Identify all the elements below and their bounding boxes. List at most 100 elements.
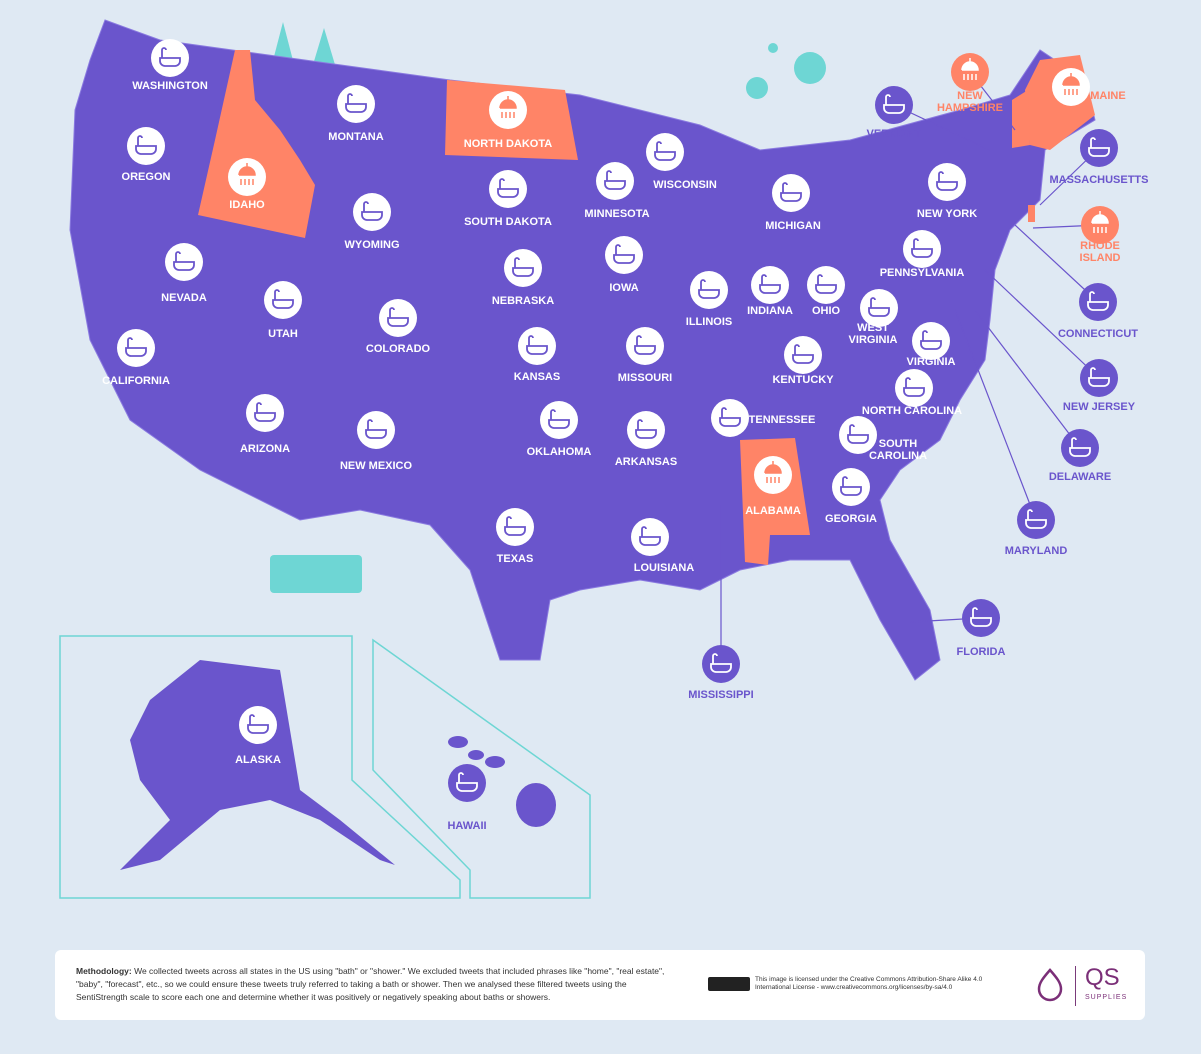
state-label: WYOMING — [345, 239, 400, 251]
methodology-text: We collected tweets across all states in… — [76, 966, 665, 1002]
state-label: VERMONT — [867, 128, 922, 140]
state-label: NEBRASKA — [492, 295, 554, 307]
bath-icon — [654, 141, 676, 161]
state-label: NEW HAMPSHIRE — [937, 90, 1003, 114]
state-label: CONNECTICUT — [1058, 328, 1138, 340]
state-label: KENTUCKY — [772, 374, 834, 386]
state-label: MINNESOTA — [584, 208, 649, 220]
bath-icon — [792, 344, 814, 364]
shower-icon — [764, 461, 782, 474]
state-label: OHIO — [812, 305, 841, 317]
bath-icon — [1025, 509, 1047, 529]
icon-circle — [754, 456, 792, 494]
state-label: NEVADA — [161, 292, 207, 304]
bath-icon — [135, 135, 157, 155]
bath-icon — [365, 419, 387, 439]
leader-line — [974, 309, 1081, 449]
state-label: NEW JERSEY — [1063, 401, 1136, 413]
state-label: SOUTH DAKOTA — [464, 216, 552, 228]
logo-mark — [1037, 968, 1063, 1002]
state-label: COLORADO — [366, 343, 431, 355]
bath-icon — [504, 516, 526, 536]
state-label: CALIFORNIA — [102, 375, 170, 387]
state-label: MISSISSIPPI — [688, 689, 753, 701]
us-mainland — [69, 19, 1096, 681]
state-label: ILLINOIS — [686, 316, 732, 328]
bath-icon — [1069, 437, 1091, 457]
state-label: WISCONSIN — [653, 179, 717, 191]
bath-icon — [456, 772, 478, 792]
bath-icon — [548, 409, 570, 429]
shower-icon — [1062, 73, 1080, 86]
hawaii-frame — [372, 638, 591, 899]
state-label: ARKANSAS — [615, 456, 677, 468]
bath-icon — [635, 419, 657, 439]
cc-badge — [708, 977, 750, 991]
bath-icon — [1087, 291, 1109, 311]
icon-circle — [1052, 68, 1090, 106]
bath-icon — [247, 714, 269, 734]
bath-icon — [911, 238, 933, 258]
bath-icon — [604, 170, 626, 190]
leader-line — [984, 269, 1100, 379]
bath-icon — [970, 607, 992, 627]
bath-icon — [1088, 367, 1110, 387]
logo: QS SUPPLIES — [1033, 964, 1133, 1008]
bath-icon — [759, 274, 781, 294]
state-label: IOWA — [609, 282, 638, 294]
shower-icon — [961, 58, 979, 71]
bath-icon — [526, 335, 548, 355]
state-label: GEORGIA — [825, 513, 877, 525]
state-label: KANSAS — [514, 371, 560, 383]
bath-icon — [387, 307, 409, 327]
bath-icon — [613, 244, 635, 264]
logo-text: QS — [1085, 964, 1120, 991]
icon-circle — [1081, 206, 1119, 244]
state-label: TEXAS — [497, 553, 534, 565]
state-label: FLORIDA — [957, 646, 1006, 658]
footer: Methodology: We collected tweets across … — [55, 950, 1145, 1020]
bath-icon — [159, 47, 181, 67]
state-label: NEW YORK — [917, 208, 977, 220]
state-label: INDIANA — [747, 305, 793, 317]
bath-icon — [173, 251, 195, 271]
state-label: PENNSYLVANIA — [880, 267, 965, 279]
bath-icon — [512, 257, 534, 277]
shower-icon — [238, 163, 256, 176]
methodology-heading: Methodology: — [76, 966, 132, 976]
state-labels: WASHINGTON OREGON CALIFORNIA NEVADA IDAHO MON… — [102, 39, 1149, 832]
state-label: NORTH CAROLINA — [862, 405, 962, 417]
hawaii — [448, 736, 556, 827]
bath-icon — [719, 407, 741, 427]
bath-icon — [780, 182, 802, 202]
state-label: HAWAII — [447, 820, 486, 832]
bath-icon — [254, 402, 276, 422]
bath-icon — [710, 653, 732, 673]
bath-icon — [936, 171, 958, 191]
shower-icon — [499, 96, 517, 109]
state-label: VIRGINIA — [907, 356, 956, 368]
state-label: IDAHO — [229, 199, 265, 211]
state-label: MISSOURI — [618, 372, 672, 384]
state-label: LOUISIANA — [634, 562, 695, 574]
bath-icon — [868, 297, 890, 317]
map: WASHINGTON OREGON CALIFORNIA NEVADA IDAHO MON… — [59, 19, 1149, 899]
methodology: Methodology: We collected tweets across … — [76, 965, 676, 1004]
alaska — [120, 660, 395, 870]
state-label: ALABAMA — [745, 505, 801, 517]
state-label: ALASKA — [235, 754, 281, 766]
bath-icon — [698, 279, 720, 299]
bath-icon — [815, 274, 837, 294]
icon-circle — [228, 158, 266, 196]
bath-icon — [920, 330, 942, 350]
shower-states — [198, 50, 1095, 565]
icon-circle — [489, 91, 527, 129]
state-label: MONTANA — [328, 131, 383, 143]
icon-circle — [951, 53, 989, 91]
bath-icon — [883, 94, 905, 114]
logo-subtext: SUPPLIES — [1085, 994, 1128, 1001]
bath-icon — [272, 289, 294, 309]
logo-divider — [1075, 966, 1076, 1006]
bath-icon — [361, 201, 383, 221]
